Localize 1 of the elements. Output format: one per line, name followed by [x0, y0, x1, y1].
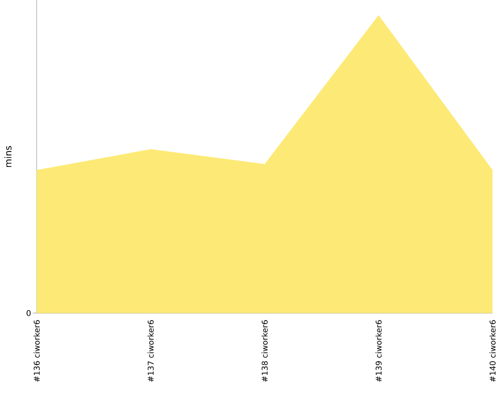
y-axis-title: mins — [4, 146, 12, 167]
